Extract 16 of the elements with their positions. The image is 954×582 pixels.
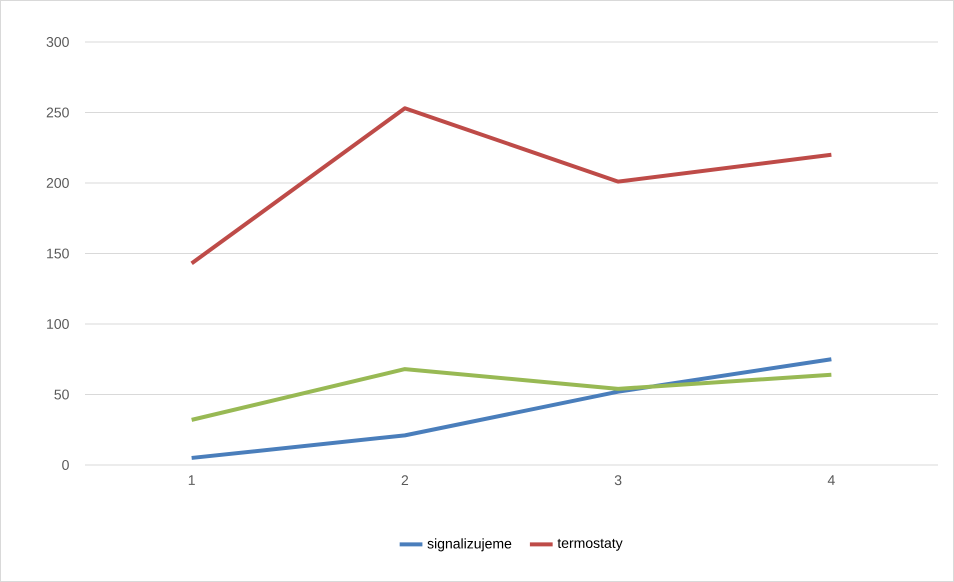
y-tick-label: 250 bbox=[46, 108, 69, 118]
x-tick-label: 1 bbox=[188, 475, 195, 485]
x-tick-label: 3 bbox=[614, 475, 622, 486]
legend-label: signalizujeme bbox=[427, 538, 512, 552]
line-series bbox=[190, 367, 834, 422]
x-tick-label: 4 bbox=[828, 475, 835, 485]
y-tick-label: 150 bbox=[47, 248, 69, 258]
y-tick-label: 0 bbox=[62, 460, 69, 470]
line-series bbox=[190, 106, 834, 266]
line-series bbox=[190, 357, 834, 460]
y-tick-label: 300 bbox=[46, 37, 69, 47]
y-tick-label: 200 bbox=[46, 178, 69, 188]
y-tick-label: 50 bbox=[54, 390, 69, 400]
y-tick-label: 100 bbox=[47, 319, 69, 329]
x-tick-label: 2 bbox=[402, 475, 408, 486]
legend-label: termostaty bbox=[558, 538, 623, 551]
